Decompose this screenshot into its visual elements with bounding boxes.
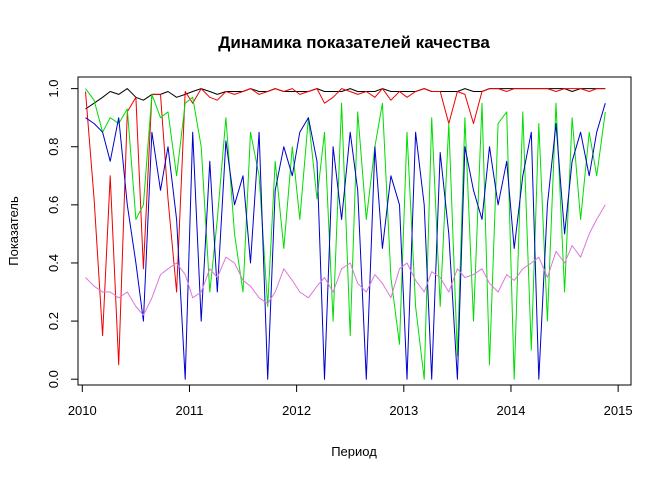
y-axis-label: Показатель — [6, 196, 21, 266]
x-tick-label: 2015 — [604, 403, 633, 418]
x-tick-label: 2010 — [68, 403, 97, 418]
series-line-5 — [85, 204, 606, 316]
series-line-1 — [85, 88, 606, 110]
y-tick-label: 0.8 — [46, 138, 61, 156]
chart-title: Динамика показателей качества — [218, 33, 490, 52]
series-line-4 — [85, 103, 606, 380]
x-tick-label: 2013 — [389, 403, 418, 418]
y-tick-label: 0.2 — [46, 312, 61, 330]
series-line-3 — [85, 88, 606, 380]
y-tick-label: 0.4 — [46, 254, 61, 272]
series-line-2 — [85, 88, 606, 366]
y-tick-label: 1.0 — [46, 80, 61, 98]
x-tick-label: 2011 — [175, 403, 203, 418]
plot-frame — [77, 76, 632, 386]
y-axis: 0.0 0.2 0.4 0.6 0.8 1.0 — [46, 80, 79, 388]
y-tick-label: 0.6 — [46, 196, 61, 214]
y-tick-label: 0.0 — [46, 370, 61, 388]
x-tick-label: 2014 — [497, 403, 526, 418]
x-axis-label: Период — [331, 444, 377, 459]
x-axis: 2010 2011 2012 2013 2014 2015 — [68, 384, 633, 418]
x-tick-label: 2012 — [282, 403, 311, 418]
series-layer — [85, 88, 606, 380]
